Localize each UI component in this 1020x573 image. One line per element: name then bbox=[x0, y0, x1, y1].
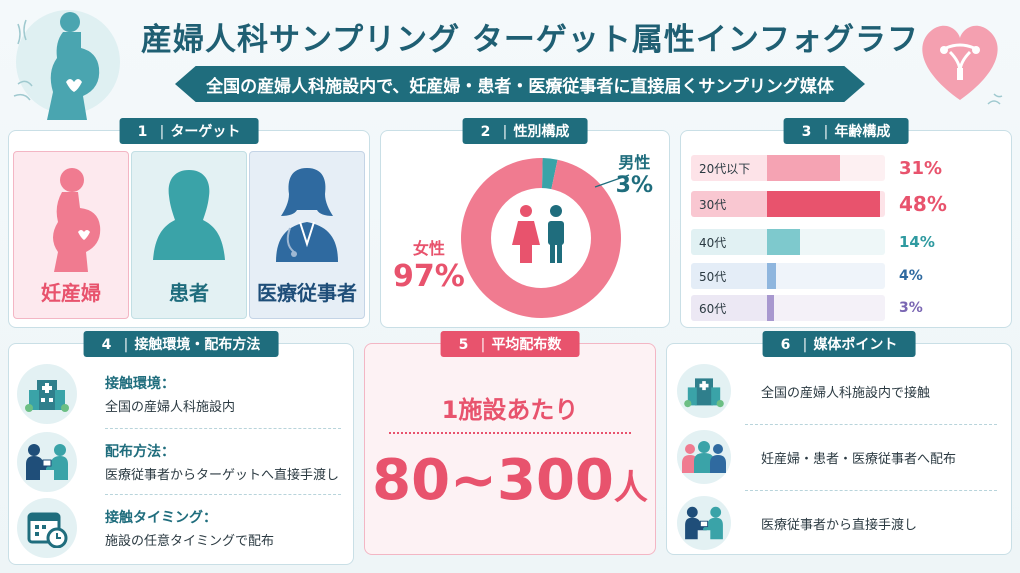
panel-number: 4 bbox=[101, 337, 112, 353]
calendar-clock-icon bbox=[17, 498, 77, 558]
hospital-icon bbox=[17, 364, 77, 424]
target-card-patient: 患者 bbox=[131, 151, 247, 319]
target-label: 患者 bbox=[169, 281, 209, 305]
divider bbox=[105, 494, 341, 495]
age-value-label: 31% bbox=[899, 157, 943, 179]
method-title: 接触タイミング： bbox=[105, 510, 217, 526]
panel-title: 媒体ポイント bbox=[813, 337, 898, 353]
point-text: 妊産婦・患者・医療従事者へ配布 bbox=[761, 451, 957, 467]
panel-title: 性別構成 bbox=[513, 124, 570, 140]
male-leader-line bbox=[594, 174, 630, 188]
method-desc: 全国の産婦人科施設内 bbox=[105, 400, 236, 415]
age-value-label: 48% bbox=[899, 192, 947, 216]
age-value-label: 14% bbox=[899, 233, 935, 251]
divider bbox=[745, 490, 997, 491]
target-label: 医療従事者 bbox=[257, 281, 357, 305]
panel-distribution-count: 5 | 平均配布数 1施設あたり 80~300人 bbox=[364, 331, 656, 555]
panel-title: ターゲット bbox=[170, 124, 241, 140]
age-bar bbox=[767, 155, 841, 181]
age-bar-track bbox=[767, 263, 885, 289]
pregnant-silhouette-icon bbox=[13, 10, 120, 120]
target-label: 妊産婦 bbox=[41, 281, 101, 305]
panel-tag: 6 | 媒体ポイント bbox=[762, 331, 916, 357]
patient-icon bbox=[153, 170, 225, 260]
pregnant-woman-icon bbox=[53, 168, 101, 272]
age-bar bbox=[767, 295, 775, 321]
target-card-pregnant: 妊産婦 bbox=[13, 151, 129, 319]
age-bar-row: 20代以下 31% bbox=[691, 155, 1003, 181]
panel-tag: 5 | 平均配布数 bbox=[440, 331, 580, 357]
age-bar bbox=[767, 191, 881, 217]
age-value-label: 4% bbox=[899, 268, 923, 284]
panel-gender: 2 | 性別構成 女性 97% 男性 3% bbox=[380, 118, 670, 328]
panel-media-points: 6 | 媒体ポイント 全国の産婦人科施設内で接触 bbox=[666, 331, 1012, 555]
subtitle-banner: 全国の産婦人科施設内で、妊産婦・患者・医療従事者に直接届くサンプリング媒体 bbox=[175, 66, 865, 102]
uterus-heart-icon bbox=[922, 25, 1003, 105]
panel-title: 接触環境・配布方法 bbox=[134, 337, 261, 353]
method-desc: 施設の任意タイミングで配布 bbox=[105, 534, 275, 549]
panel-number: 6 bbox=[780, 337, 791, 353]
age-bar-row: 40代 14% bbox=[691, 229, 1003, 255]
age-category-label: 30代 bbox=[691, 191, 767, 217]
method-desc: 医療従事者からターゲットへ直接手渡し bbox=[105, 468, 340, 483]
panel-number: 3 bbox=[801, 124, 812, 140]
age-category-label: 20代以下 bbox=[691, 155, 767, 181]
age-bar-track bbox=[767, 229, 885, 255]
doctor-icon bbox=[276, 168, 338, 262]
gender-symbol-icon bbox=[512, 205, 564, 263]
count-unit: 人 bbox=[613, 468, 648, 508]
age-bar bbox=[767, 263, 777, 289]
panel-age: 3 | 年齢構成 20代以下 31% 30代 48% 40代 14% 50代 4% 60代 3% bbox=[680, 118, 1012, 328]
age-category-label: 50代 bbox=[691, 263, 767, 289]
panel-tag: 3 | 年齢構成 bbox=[783, 118, 909, 144]
media-point: 全国の産婦人科施設内で接触 bbox=[677, 364, 1007, 418]
distribution-count: 80~300人 bbox=[365, 448, 655, 513]
panel-contact-method: 4 | 接触環境・配布方法 接触環境： 全国の産婦人科施設内 bbox=[8, 331, 354, 565]
handover-icon bbox=[677, 496, 731, 550]
divider bbox=[745, 424, 997, 425]
age-category-label: 40代 bbox=[691, 229, 767, 255]
divider bbox=[105, 428, 341, 429]
panel-tag: 1 | ターゲット bbox=[119, 118, 259, 144]
panel-title: 平均配布数 bbox=[491, 337, 562, 353]
age-bar-track bbox=[767, 191, 885, 217]
point-text: 医療従事者から直接手渡し bbox=[761, 517, 918, 533]
divider bbox=[389, 432, 631, 434]
age-bar-track bbox=[767, 295, 885, 321]
age-bar bbox=[767, 229, 801, 255]
media-point: 妊産婦・患者・医療従事者へ配布 bbox=[677, 430, 1007, 484]
panel-tag: 2 | 性別構成 bbox=[462, 118, 588, 144]
group-icon bbox=[677, 430, 731, 484]
age-bar-row: 30代 48% bbox=[691, 191, 1003, 217]
method-title: 配布方法： bbox=[105, 444, 175, 460]
age-bar-row: 50代 4% bbox=[691, 263, 1003, 289]
age-category-label: 60代 bbox=[691, 295, 767, 321]
panel-target: 1 | ターゲット 妊産婦 患者 医療従事者 bbox=[8, 118, 370, 328]
gender-donut-chart bbox=[461, 158, 621, 318]
age-bar-track bbox=[767, 155, 885, 181]
panel-number: 1 bbox=[137, 124, 148, 140]
panel-tag: 4 | 接触環境・配布方法 bbox=[83, 331, 279, 357]
male-label: 男性 bbox=[618, 153, 651, 172]
age-value-label: 3% bbox=[899, 300, 923, 316]
target-card-medical: 医療従事者 bbox=[249, 151, 365, 319]
female-label: 女性 bbox=[412, 239, 445, 258]
panel-title: 年齢構成 bbox=[834, 124, 891, 140]
hospital-icon bbox=[677, 364, 731, 418]
panel-number: 5 bbox=[458, 337, 469, 353]
point-text: 全国の産婦人科施設内で接触 bbox=[761, 385, 931, 401]
count-value: 80~300 bbox=[372, 448, 614, 513]
handover-icon bbox=[17, 432, 77, 492]
per-facility-label: 1施設あたり bbox=[441, 396, 579, 424]
method-item: 接触環境： 全国の産婦人科施設内 bbox=[17, 364, 347, 424]
female-value: 97% bbox=[393, 259, 465, 294]
method-title: 接触環境： bbox=[105, 376, 175, 392]
media-point: 医療従事者から直接手渡し bbox=[677, 496, 1007, 550]
method-item: 配布方法： 医療従事者からターゲットへ直接手渡し bbox=[17, 432, 347, 492]
method-item: 接触タイミング： 施設の任意タイミングで配布 bbox=[17, 498, 347, 558]
panel-number: 2 bbox=[480, 124, 491, 140]
age-bar-row: 60代 3% bbox=[691, 295, 1003, 321]
